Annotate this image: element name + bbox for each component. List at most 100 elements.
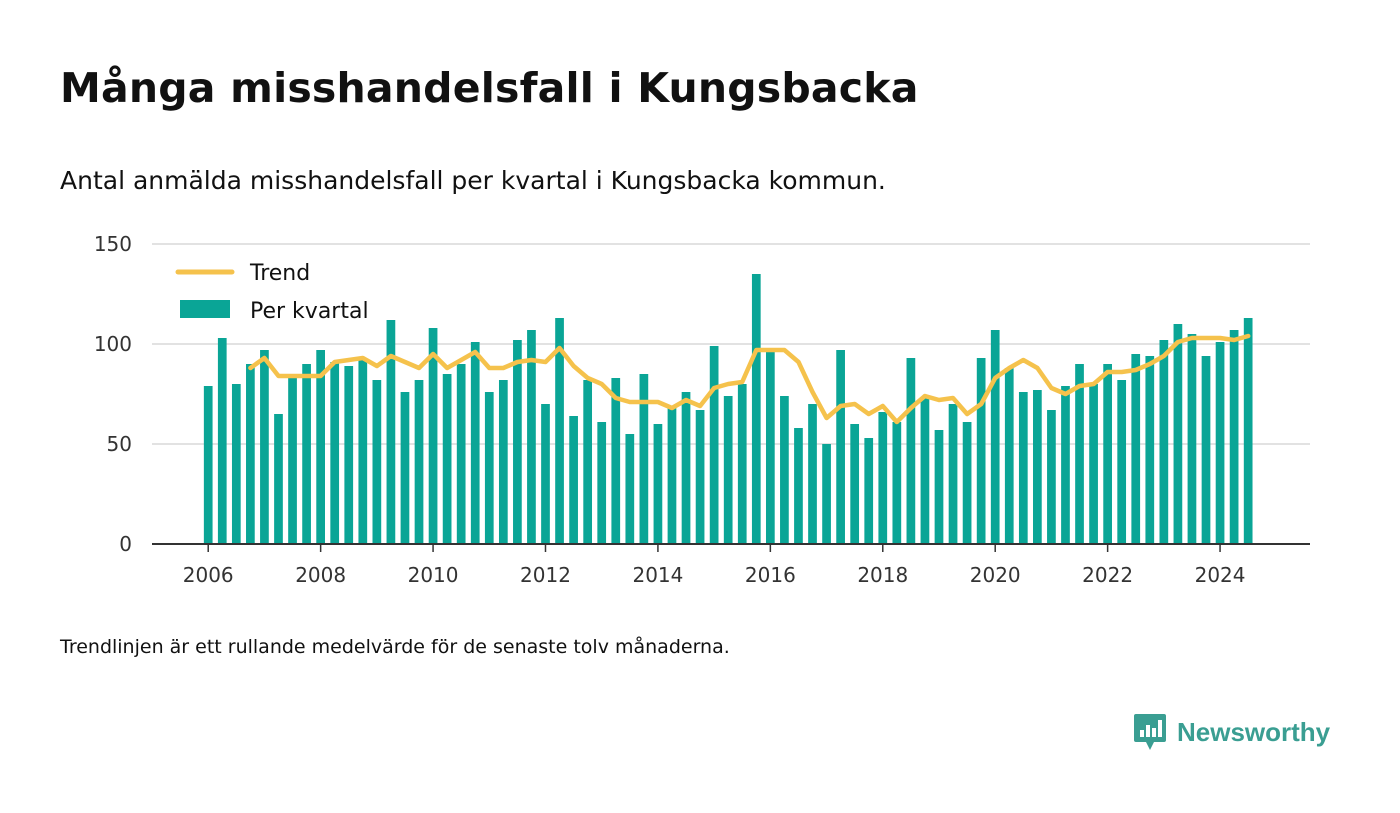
bar xyxy=(372,380,382,544)
x-tick-label: 2020 xyxy=(970,563,1021,587)
bar xyxy=(498,380,508,544)
y-tick-label: 50 xyxy=(107,432,132,456)
newsworthy-logo-icon xyxy=(1134,714,1166,750)
bar xyxy=(414,380,424,544)
bar xyxy=(583,380,593,544)
chart-title: Många misshandelsfall i Kungsbacka xyxy=(60,64,919,112)
bar xyxy=(400,392,410,544)
bar xyxy=(990,330,1000,544)
bar xyxy=(260,350,269,544)
bar xyxy=(1047,410,1056,544)
bar xyxy=(808,404,817,544)
footnote: Trendlinjen är ett rullande medelvärde f… xyxy=(60,636,730,658)
legend: Trend Per kvartal xyxy=(175,261,369,324)
bar xyxy=(737,384,747,544)
bar xyxy=(442,374,452,544)
legend-trend-label: Trend xyxy=(249,261,310,286)
bar xyxy=(625,434,635,544)
bar xyxy=(920,398,930,544)
bar xyxy=(611,378,621,544)
bar xyxy=(751,274,761,544)
bar xyxy=(906,358,916,544)
bar xyxy=(231,384,241,544)
bar xyxy=(302,364,311,544)
brand-name: Newsworthy xyxy=(1177,716,1331,747)
bar xyxy=(288,376,297,544)
bar xyxy=(1103,364,1112,544)
bar xyxy=(822,444,831,544)
bar xyxy=(639,374,649,544)
bar xyxy=(850,424,860,544)
bar xyxy=(1201,356,1211,544)
bar xyxy=(1215,342,1225,544)
trend-line xyxy=(248,333,1251,425)
bar xyxy=(836,350,845,544)
bar xyxy=(569,416,578,544)
bar xyxy=(1145,356,1155,544)
bar xyxy=(513,340,522,544)
bar xyxy=(274,414,283,544)
bar xyxy=(358,360,368,544)
bar xyxy=(1033,390,1042,544)
bar xyxy=(962,422,972,544)
bar xyxy=(794,428,803,544)
bar xyxy=(695,410,705,544)
y-tick-label: 0 xyxy=(119,532,132,556)
bar xyxy=(527,330,536,544)
axes: 0 50 100 150 2006 2008 2010 2012 2014 2016 2018 202… xyxy=(94,232,1310,587)
x-tick-label: 2018 xyxy=(857,563,908,587)
x-tick-label: 2014 xyxy=(632,563,683,587)
bar xyxy=(864,438,874,544)
bar xyxy=(1061,386,1070,544)
y-tick-label: 100 xyxy=(94,332,132,356)
bar xyxy=(1117,380,1127,544)
bar xyxy=(217,338,227,544)
x-tick-label: 2010 xyxy=(408,563,459,587)
x-tick-label: 2022 xyxy=(1082,563,1133,587)
bar xyxy=(330,362,340,544)
bar xyxy=(1075,364,1084,544)
bar xyxy=(878,412,888,544)
bar xyxy=(780,396,789,544)
bar xyxy=(1243,318,1253,544)
bar xyxy=(1018,392,1028,544)
bar xyxy=(344,366,354,544)
chart-subtitle: Antal anmälda misshandelsfall per kvarta… xyxy=(60,166,886,195)
bar xyxy=(1187,334,1197,544)
bar xyxy=(667,408,677,544)
bar xyxy=(246,364,255,544)
bar xyxy=(597,422,607,544)
bar xyxy=(1173,324,1183,544)
bar xyxy=(555,318,564,544)
bar xyxy=(1004,368,1014,544)
bar xyxy=(934,430,944,544)
x-tick-label: 2016 xyxy=(745,563,796,587)
bar xyxy=(709,346,719,544)
bar xyxy=(948,404,958,544)
bar xyxy=(976,358,986,544)
bar-series xyxy=(203,274,1253,544)
bar xyxy=(386,320,396,544)
bar xyxy=(653,424,663,544)
bar xyxy=(1159,340,1169,544)
bar xyxy=(723,396,733,544)
bar xyxy=(765,352,775,544)
bar xyxy=(892,422,902,544)
x-tick-label: 2006 xyxy=(183,563,234,587)
legend-bar-swatch xyxy=(180,300,230,318)
bar xyxy=(484,392,494,544)
bar xyxy=(456,364,466,544)
trend-series xyxy=(248,333,1251,425)
bar xyxy=(316,350,325,544)
bar xyxy=(428,328,438,544)
bar xyxy=(1229,330,1239,544)
y-tick-label: 150 xyxy=(94,232,132,256)
bar xyxy=(541,404,550,544)
bar xyxy=(1131,354,1141,544)
bar xyxy=(203,386,213,544)
bar xyxy=(681,392,691,544)
x-tick-label: 2024 xyxy=(1195,563,1246,587)
brand-logo[interactable]: Newsworthy xyxy=(1133,712,1330,752)
x-tick-label: 2008 xyxy=(295,563,346,587)
